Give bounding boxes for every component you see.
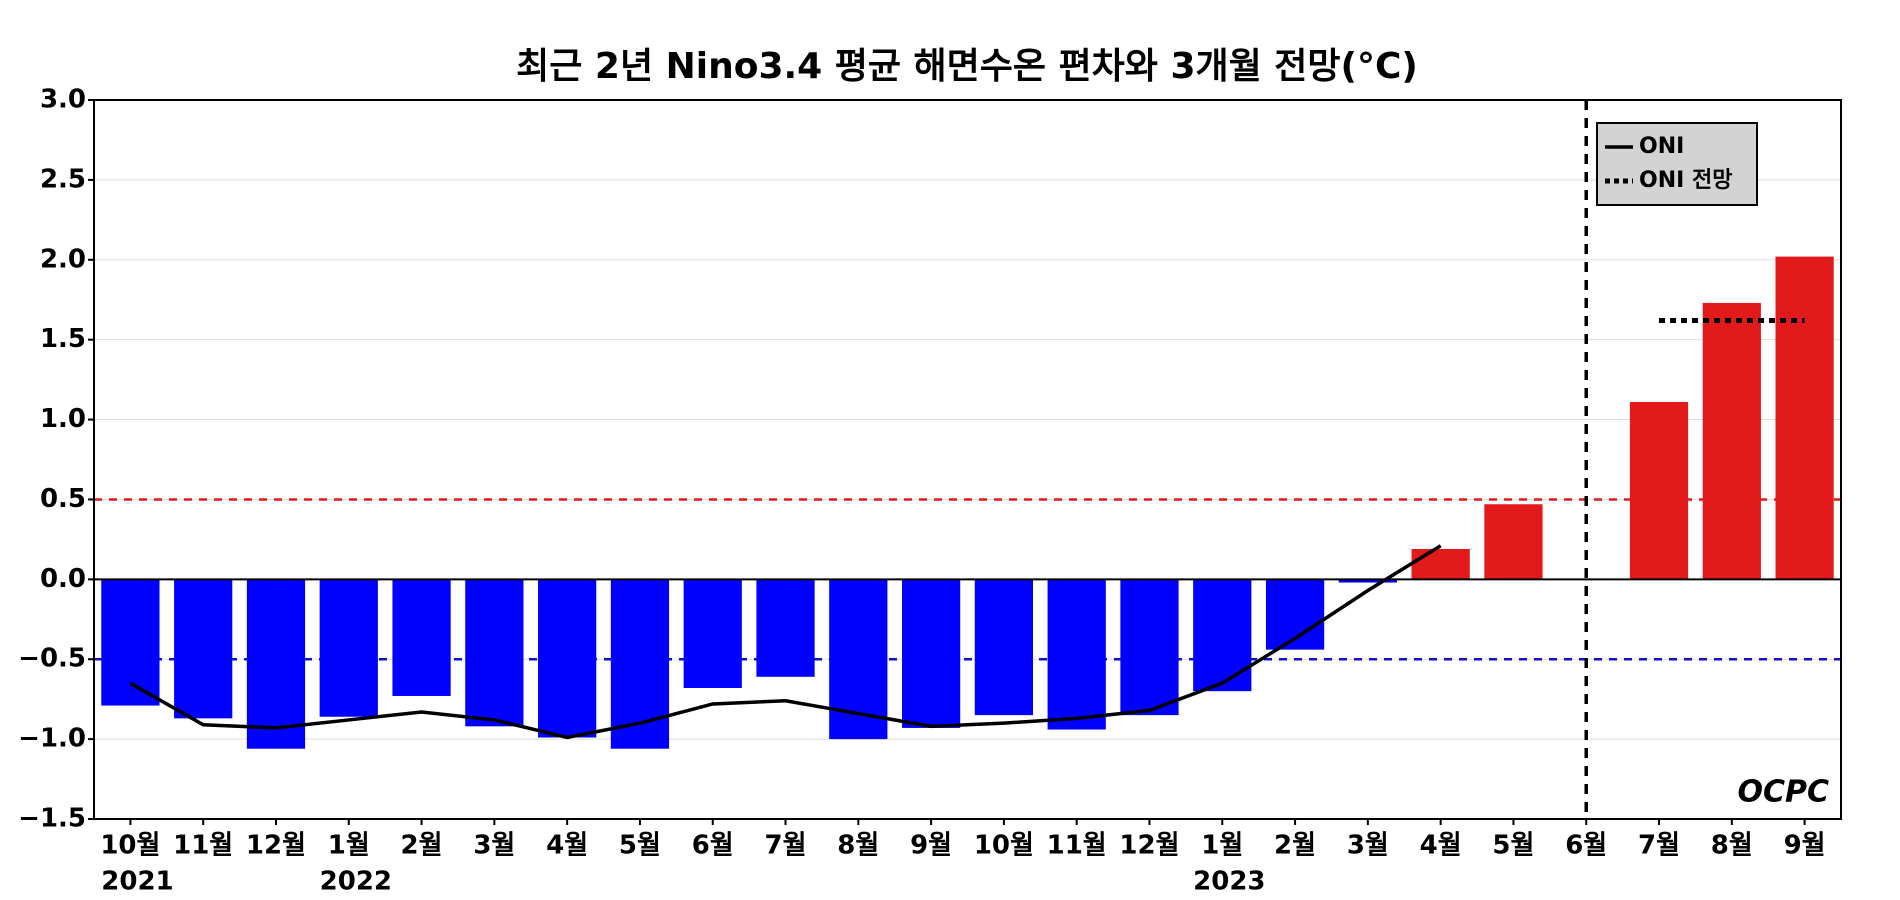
bar (319, 579, 378, 717)
bar (1702, 302, 1761, 580)
y-tick-label: 2.0 (40, 244, 86, 274)
y-tick-label: 0.5 (40, 484, 86, 514)
x-tick-label: 10월 (100, 831, 160, 861)
bar (1629, 401, 1689, 580)
bar (974, 579, 1034, 716)
y-tick-label: 3.0 (40, 85, 86, 115)
x-tick-label: 4월 (1420, 831, 1462, 861)
year-label: 2021 (101, 867, 173, 897)
y-tick-label: 2.5 (40, 164, 86, 194)
legend-label: ONI (1639, 134, 1684, 159)
legend-label: ONI 전망 (1639, 168, 1732, 193)
x-tick-label: 6월 (1565, 831, 1607, 861)
x-tick-label: 10월 (974, 831, 1034, 861)
bar (901, 579, 961, 728)
bar (1411, 548, 1470, 580)
bar (538, 579, 597, 738)
y-tick-label: −1.5 (18, 804, 86, 834)
x-tick-label: 7월 (1638, 831, 1680, 861)
x-tick-label: 1월 (328, 831, 370, 861)
x-tick-label: 9월 (1784, 831, 1826, 861)
line-series (129, 544, 1442, 740)
x-tick-label: 6월 (692, 831, 734, 861)
y-tick-label: −1.0 (18, 724, 86, 754)
x-tick-label: 1월 (1201, 831, 1243, 861)
bar (1193, 579, 1252, 692)
bar (174, 579, 233, 719)
x-tick-label: 8월 (1711, 831, 1753, 861)
x-tick-label: 12월 (246, 831, 306, 861)
x-tick-label: 5월 (1492, 831, 1534, 861)
x-tick-label: 2월 (1274, 831, 1316, 861)
x-tick-label: 12월 (1119, 831, 1179, 861)
x-tick-label: 2월 (401, 831, 443, 861)
bar (101, 579, 160, 706)
chart-title: 최근 2년 Nino3.4 평균 해면수온 편차와 3개월 전망(°C) (516, 46, 1418, 87)
bar (1775, 256, 1834, 580)
bar (392, 579, 451, 696)
year-label: 2022 (320, 867, 392, 897)
bar (756, 579, 815, 677)
y-tick-label: 1.5 (40, 324, 86, 354)
bar (465, 579, 524, 727)
bar (1047, 579, 1106, 730)
bar (610, 579, 670, 749)
x-tick-label: 11월 (173, 831, 233, 861)
bar (1338, 579, 1397, 583)
bar (1484, 504, 1543, 580)
y-tick-label: −0.5 (18, 644, 86, 674)
bar (1120, 579, 1179, 716)
x-tick-label: 4월 (546, 831, 588, 861)
x-tick-label: 5월 (619, 831, 661, 861)
y-tick-label: 0.0 (40, 564, 86, 594)
legend-box (1596, 122, 1758, 206)
y-tick-label: 1.0 (40, 404, 86, 434)
year-label: 2023 (1193, 867, 1265, 897)
plot-frame (93, 99, 1842, 820)
bar (246, 579, 306, 749)
x-tick-label: 3월 (473, 831, 515, 861)
bar (683, 579, 742, 688)
x-tick-label: 3월 (1347, 831, 1389, 861)
x-tick-label: 9월 (910, 831, 952, 861)
logo: OCPC (1737, 775, 1829, 810)
x-tick-label: 8월 (837, 831, 879, 861)
x-tick-label: 7월 (765, 831, 807, 861)
x-tick-label: 11월 (1047, 831, 1107, 861)
